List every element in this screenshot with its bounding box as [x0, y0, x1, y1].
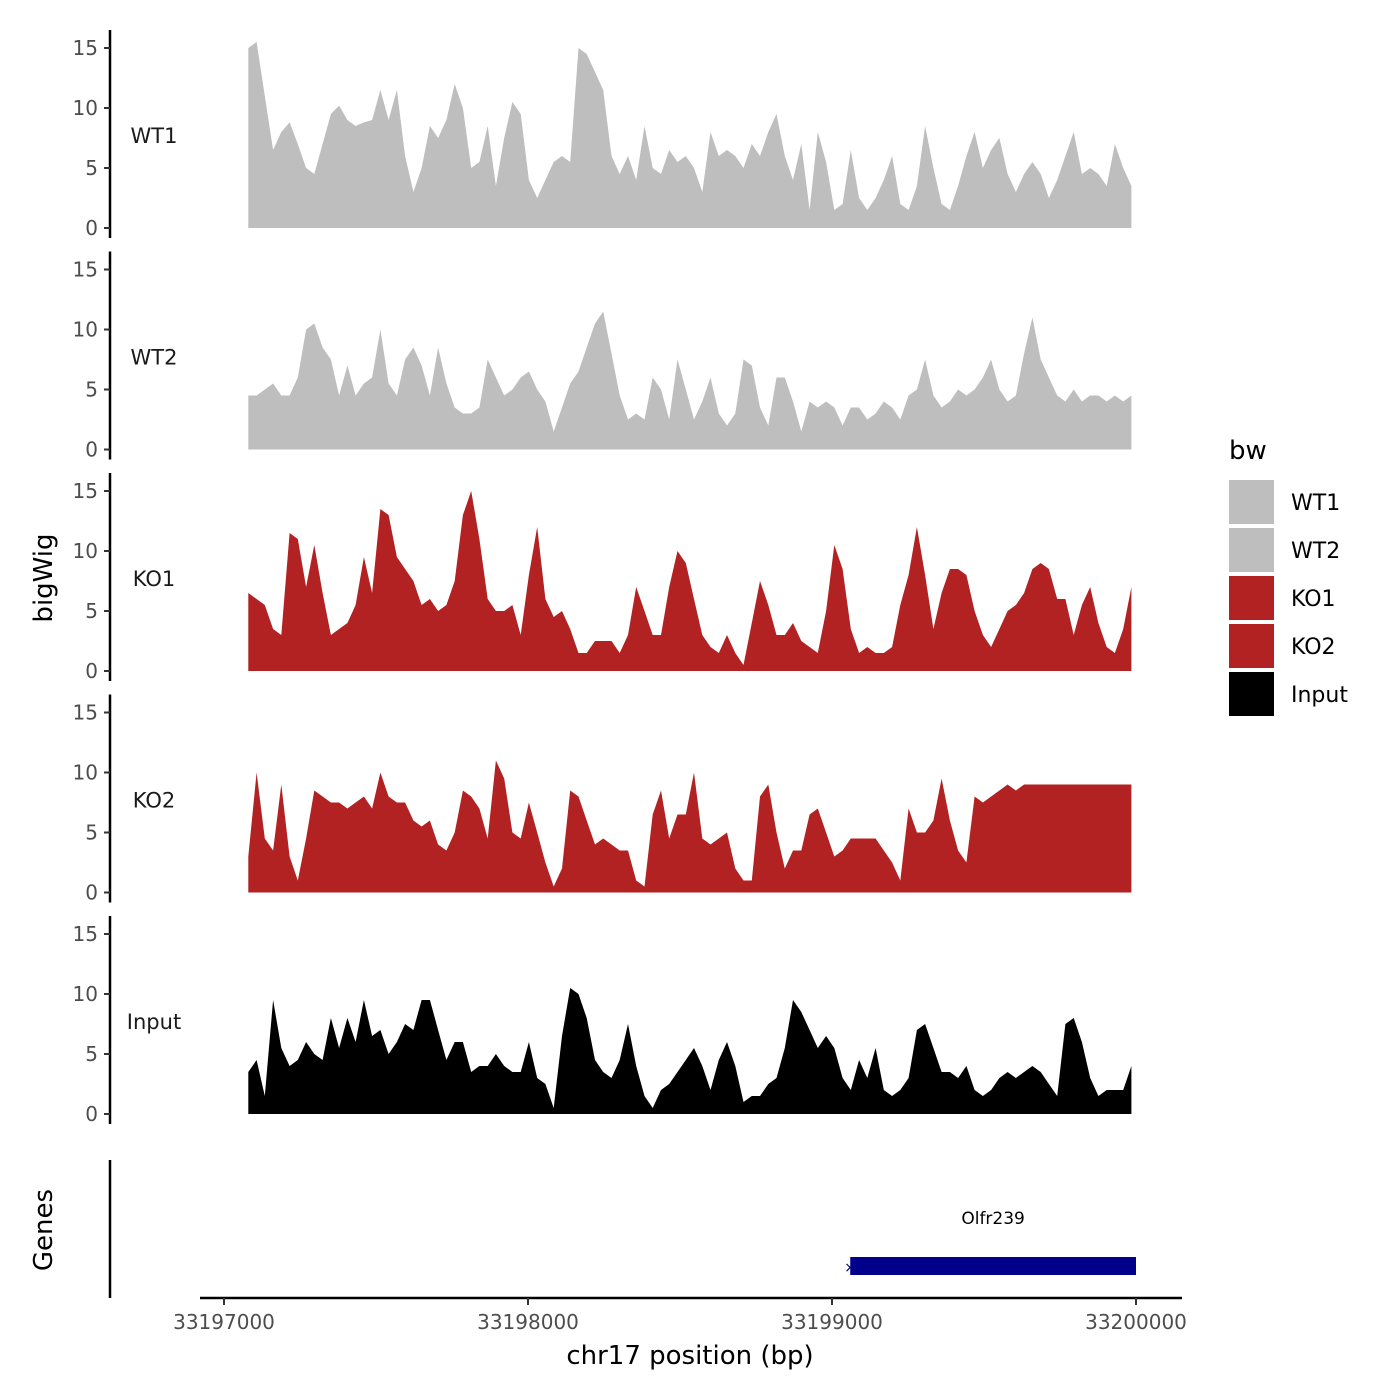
y-tick-label: 0 — [85, 881, 98, 905]
track-area-ko2 — [248, 760, 1132, 893]
y-tick-label: 0 — [85, 1102, 98, 1126]
legend-label-ko2: KO2 — [1291, 635, 1336, 660]
legend-swatch-wt2 — [1229, 528, 1274, 572]
y-tick-label: 15 — [73, 701, 98, 725]
genes-panel: Genes × Olfr239 — [29, 1160, 1136, 1298]
y-tick-label: 15 — [73, 36, 98, 60]
x-tick-label: 33197000 — [173, 1310, 275, 1334]
track-label-ko2: KO2 — [133, 789, 176, 813]
x-ticks-layer: 33197000 33198000 33199000 33200000 — [173, 1298, 1187, 1334]
gene-body-olfr239 — [850, 1257, 1136, 1275]
y-tick-label: 10 — [73, 539, 98, 563]
y-tick-label: 15 — [73, 258, 98, 282]
gene-label-olfr239: Olfr239 — [961, 1209, 1025, 1229]
legend-swatch-ko2 — [1229, 624, 1274, 668]
y-axis-title: bigWig — [29, 533, 59, 622]
track-label-input: Input — [127, 1010, 181, 1034]
track-ko1: 0 5 10 15 KO1 — [73, 473, 1132, 683]
gene-strand-icon: × — [844, 1260, 856, 1276]
genes-panel-title: Genes — [29, 1189, 59, 1271]
track-wt2: 0 5 10 15 WT2 — [73, 251, 1132, 462]
track-area-ko1 — [248, 491, 1132, 671]
tracks-layer: 0 5 10 15 WT1 0 5 10 15 WT2 0 5 10 15 KO1 0 5 10 15 KO2 0 5 10… — [73, 30, 1132, 1126]
genes-layer: × Olfr239 — [844, 1209, 1136, 1276]
track-ko2: 0 5 10 15 KO2 — [73, 694, 1132, 905]
y-tick-label: 5 — [85, 156, 98, 180]
legend-label-wt1: WT1 — [1291, 491, 1340, 516]
track-label-wt2: WT2 — [131, 346, 178, 370]
legend-swatch-input — [1229, 672, 1274, 716]
y-tick-label: 0 — [85, 438, 98, 462]
legend-swatch-wt1 — [1229, 480, 1274, 524]
track-wt1: 0 5 10 15 WT1 — [73, 30, 1132, 240]
x-axis-title: chr17 position (bp) — [566, 1341, 813, 1371]
legend-title: bw — [1229, 436, 1267, 466]
legend-layer: WT1 WT2 KO1 KO2 Input — [1229, 480, 1348, 716]
track-area-input — [248, 988, 1132, 1114]
y-tick-label: 5 — [85, 1042, 98, 1066]
track-label-wt1: WT1 — [131, 124, 178, 148]
track-area-wt2 — [248, 311, 1132, 450]
x-tick-label: 33200000 — [1085, 1310, 1187, 1334]
y-tick-label: 0 — [85, 659, 98, 683]
x-tick-label: 33199000 — [781, 1310, 883, 1334]
y-tick-label: 15 — [73, 922, 98, 946]
y-tick-label: 10 — [73, 318, 98, 342]
y-tick-label: 5 — [85, 599, 98, 623]
y-tick-label: 5 — [85, 378, 98, 402]
y-tick-label: 15 — [73, 479, 98, 503]
x-tick-label: 33198000 — [477, 1310, 579, 1334]
y-tick-label: 0 — [85, 216, 98, 240]
legend-label-ko1: KO1 — [1291, 587, 1336, 612]
y-tick-label: 10 — [73, 982, 98, 1006]
y-tick-label: 5 — [85, 821, 98, 845]
y-tick-label: 10 — [73, 96, 98, 120]
track-input: 0 5 10 15 Input — [73, 916, 1132, 1126]
x-axis: 33197000 33198000 33199000 33200000 chr17 p… — [173, 1296, 1187, 1371]
legend-label-input: Input — [1291, 683, 1348, 708]
y-tick-label: 10 — [73, 761, 98, 785]
track-area-wt1 — [248, 42, 1132, 228]
legend-swatch-ko1 — [1229, 576, 1274, 620]
track-label-ko1: KO1 — [133, 567, 176, 591]
legend: bw WT1 WT2 KO1 KO2 Input — [1229, 436, 1348, 716]
legend-label-wt2: WT2 — [1291, 539, 1340, 564]
